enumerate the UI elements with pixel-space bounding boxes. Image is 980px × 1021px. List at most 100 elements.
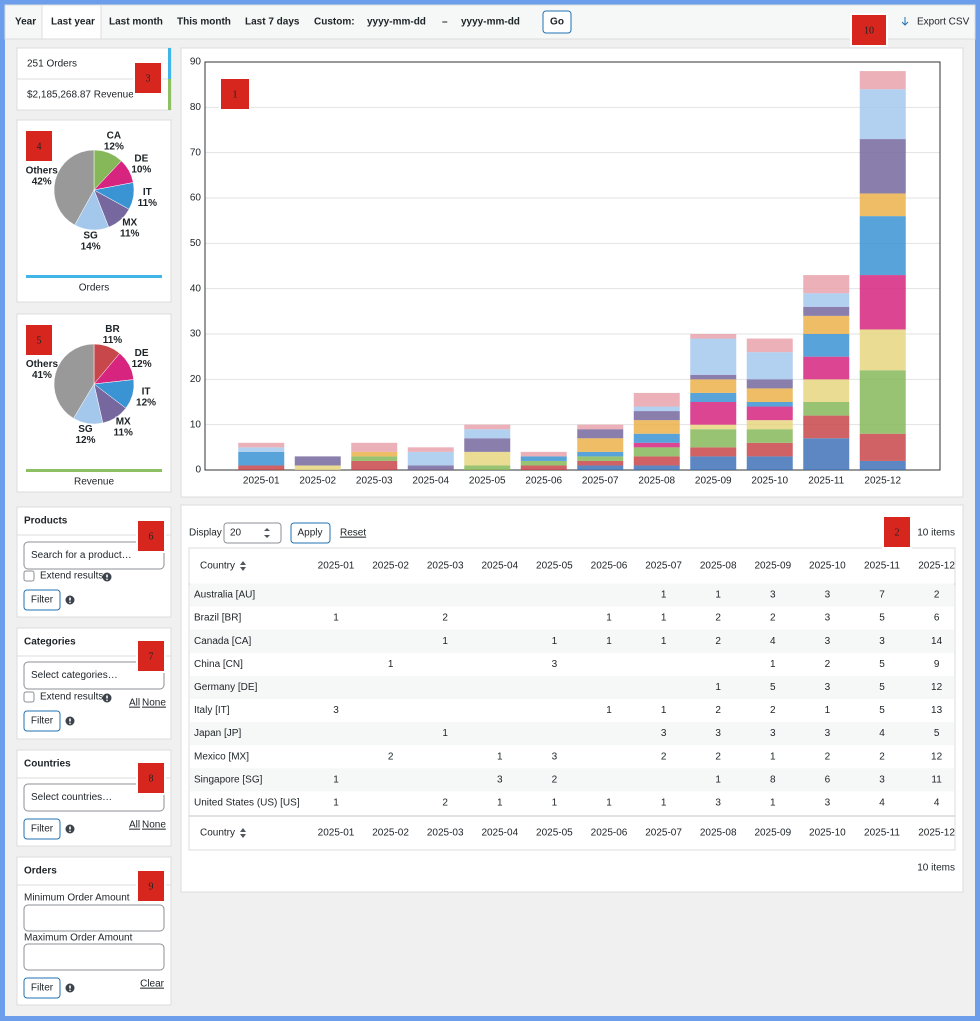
export-csv[interactable]: Export CSV — [917, 17, 970, 28]
badge-number: 4 — [37, 141, 42, 152]
checkbox-label: Extend results — [40, 692, 103, 703]
bar-segment — [351, 456, 398, 461]
per-page-value[interactable]: 20 — [230, 528, 242, 539]
max-amount[interactable] — [23, 943, 165, 971]
month-header: 2025-12 — [918, 828, 955, 839]
sort-icon[interactable] — [240, 828, 246, 838]
bar-segment — [464, 438, 511, 452]
help-icon-dot — [106, 699, 108, 702]
select-all[interactable]: All — [129, 698, 140, 709]
bar-segment — [690, 334, 737, 339]
date-separator: – — [442, 17, 448, 28]
clear-link[interactable]: Clear — [140, 979, 165, 990]
filter-label[interactable]: Filter — [31, 716, 54, 727]
filter-button[interactable] — [23, 710, 61, 732]
table-cell: 1 — [661, 590, 667, 601]
x-tick-label: 2025-08 — [638, 476, 675, 487]
field-label: Minimum Order Amount — [24, 893, 130, 904]
bar-segment — [746, 379, 793, 389]
table-cell: 2 — [770, 613, 776, 624]
pie-label: SG — [83, 231, 98, 242]
country-name: Germany [DE] — [194, 682, 258, 693]
country-header[interactable]: Country — [200, 561, 235, 572]
y-tick-label: 60 — [190, 193, 202, 204]
table-cell: 2 — [715, 705, 721, 716]
pie-value-label: 12% — [75, 435, 95, 446]
filter-button[interactable] — [23, 589, 61, 611]
country-header[interactable]: Country — [200, 828, 235, 839]
bar-segment — [464, 465, 511, 470]
spinner[interactable] — [264, 528, 270, 538]
pie-label: SG — [78, 424, 93, 435]
bar-segment — [803, 379, 850, 402]
nav-tab[interactable]: Last 7 days — [245, 17, 300, 28]
nav-tab[interactable]: Last month — [109, 17, 163, 28]
pie-label: IT — [143, 187, 152, 198]
pie-value-label: 11% — [138, 198, 158, 209]
apply-button[interactable] — [290, 522, 331, 544]
table-cell: 1 — [442, 636, 448, 647]
bar-segment — [633, 411, 680, 421]
go-button[interactable] — [542, 10, 572, 34]
pie-label: DE — [135, 348, 149, 359]
badge — [136, 519, 166, 553]
bar-segment — [238, 442, 285, 448]
placeholder[interactable]: Select categories… — [31, 670, 118, 681]
plot-frame — [204, 61, 941, 471]
bar-segment — [859, 370, 906, 434]
table-cell: 4 — [879, 728, 885, 739]
filter-label[interactable]: Filter — [31, 824, 54, 835]
month-header: 2025-04 — [481, 561, 518, 572]
bar-segment — [238, 465, 285, 470]
pie-accent — [26, 469, 162, 472]
sort-icon[interactable] — [240, 561, 246, 571]
bar-segment — [803, 402, 850, 416]
date-from[interactable]: yyyy-mm-dd — [367, 17, 426, 28]
bar-segment — [803, 275, 850, 294]
filter-label[interactable]: Filter — [31, 983, 54, 994]
nav-tab[interactable]: Last year — [51, 17, 95, 28]
bar-segment — [690, 379, 737, 393]
filter-label[interactable]: Filter — [31, 595, 54, 606]
bar-segment — [859, 71, 906, 90]
y-tick-label: 90 — [190, 57, 202, 68]
badge — [219, 77, 251, 111]
table-cell: 7 — [879, 590, 885, 601]
filter-title: Countries — [24, 759, 71, 770]
table-cell: 6 — [934, 613, 940, 624]
help-icon-dot — [106, 578, 108, 581]
placeholder[interactable]: Search for a product… — [31, 550, 132, 561]
badge — [24, 129, 54, 163]
select-none[interactable]: None — [142, 820, 166, 831]
pie-title: Revenue — [74, 477, 114, 488]
pie-label: MX — [122, 218, 137, 229]
category-select[interactable] — [23, 661, 165, 690]
y-tick-label: 10 — [190, 419, 202, 430]
checkbox[interactable] — [23, 691, 35, 703]
table-cell: 4 — [879, 798, 885, 809]
select-all[interactable]: All — [129, 820, 140, 831]
checkbox[interactable] — [23, 570, 35, 582]
x-tick-label: 2025-09 — [695, 476, 732, 487]
go-label[interactable]: Go — [550, 17, 564, 28]
nav-tab[interactable]: This month — [177, 17, 231, 28]
month-header: 2025-05 — [536, 561, 573, 572]
bar-segment — [633, 392, 680, 407]
nav-tab[interactable]: Year — [15, 17, 36, 28]
bar-segment — [633, 442, 680, 448]
apply-label[interactable]: Apply — [297, 528, 322, 539]
badge — [24, 323, 54, 357]
filter-button[interactable] — [23, 977, 61, 999]
per-page-input[interactable] — [223, 522, 282, 544]
product-search[interactable] — [23, 541, 165, 570]
min-amount[interactable] — [23, 904, 165, 932]
filter-button[interactable] — [23, 818, 61, 840]
country-select[interactable] — [23, 783, 165, 812]
badge-number: 6 — [149, 531, 154, 542]
filter-title: Categories — [24, 637, 76, 648]
select-none[interactable]: None — [142, 698, 166, 709]
date-to[interactable]: yyyy-mm-dd — [461, 17, 520, 28]
table-cell: 5 — [879, 705, 885, 716]
reset-link[interactable]: Reset — [340, 528, 366, 539]
placeholder[interactable]: Select countries… — [31, 792, 112, 803]
